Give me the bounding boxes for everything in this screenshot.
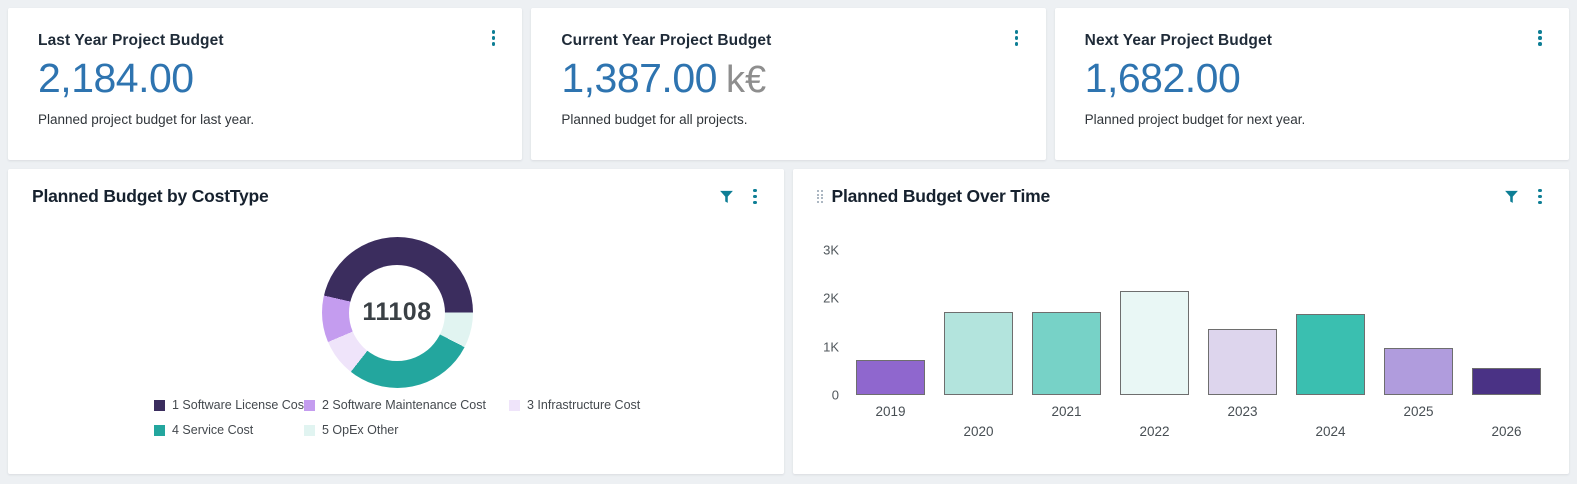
bar-2025[interactable]: [1384, 348, 1453, 395]
kpi-title: Last Year Project Budget: [38, 32, 224, 49]
x-axis-label: 2020: [963, 424, 994, 439]
legend-item[interactable]: 4 Service Cost: [154, 423, 304, 437]
kpi-description: Planned project budget for last year.: [38, 112, 255, 127]
y-axis: 3K 2K 1K 0: [817, 243, 839, 403]
kebab-menu-icon[interactable]: [1533, 187, 1547, 207]
x-axis-label: 2021: [1051, 404, 1082, 419]
kpi-card-current-year-budget: Current Year Project Budget 1,387.00 k€ P…: [531, 8, 1046, 160]
legend-item[interactable]: 3 Infrastructure Cost: [509, 398, 762, 412]
donut-chart-card: Planned Budget by CostType 11108 1 Softw…: [8, 169, 784, 474]
y-axis-label: 1K: [823, 339, 839, 355]
x-axis-label: 2019: [875, 404, 906, 419]
kpi-value: 1,387.00: [561, 55, 717, 101]
kpi-description: Planned project budget for next year.: [1084, 112, 1306, 127]
x-axis-label: 2025: [1403, 404, 1434, 419]
bar-2019[interactable]: [856, 360, 925, 395]
bar-2024[interactable]: [1296, 314, 1365, 395]
kpi-row: Last Year Project Budget 2,184.00 Planne…: [8, 8, 1569, 160]
y-axis-label: 2K: [823, 290, 839, 306]
x-axis: 2019 2020 2021 2022 2023 2024 2025 2026: [856, 395, 1547, 447]
kebab-menu-icon[interactable]: [486, 28, 500, 48]
bar-chart: 3K 2K 1K 0 2019 2020 2021 2022 2023 2024 2025 2026: [817, 243, 1547, 447]
kpi-title: Next Year Project Budget: [1084, 32, 1272, 49]
bar-2020[interactable]: [944, 312, 1013, 395]
legend-swatch-icon: [154, 424, 165, 436]
bar-plot: [856, 250, 1547, 395]
legend-swatch-icon: [304, 399, 315, 411]
kpi-card-next-year-budget: Next Year Project Budget 1,682.00 Planne…: [1054, 8, 1569, 160]
legend-swatch-icon: [509, 399, 520, 411]
kpi-value: 2,184.00: [38, 55, 194, 101]
legend-label: 1 Software License Cost: [172, 398, 308, 412]
kebab-menu-icon[interactable]: [748, 187, 762, 207]
y-axis-label: 0: [831, 387, 839, 403]
y-axis-label: 3K: [823, 242, 839, 258]
donut-hole: 11108: [349, 264, 445, 361]
kpi-description: Planned budget for all projects.: [561, 112, 748, 127]
chart-title: Planned Budget Over Time: [831, 186, 1051, 206]
x-axis-label: 2024: [1315, 424, 1346, 439]
charts-row: Planned Budget by CostType 11108 1 Softw…: [8, 169, 1569, 474]
bar-chart-card: Planned Budget Over Time 3K 2K 1K 0 2019 202…: [793, 169, 1569, 474]
legend-swatch-icon: [304, 424, 315, 436]
legend-item[interactable]: 1 Software License Cost: [154, 398, 308, 412]
filter-icon[interactable]: [1503, 188, 1520, 205]
donut-chart[interactable]: 11108: [321, 237, 473, 388]
bar-2021[interactable]: [1032, 312, 1101, 395]
legend-label: 5 OpEx Other: [322, 423, 399, 437]
x-axis-label: 2023: [1227, 404, 1258, 419]
legend-label: 4 Service Cost: [172, 423, 254, 437]
legend-item[interactable]: 5 OpEx Other: [304, 423, 509, 437]
legend-swatch-icon: [154, 399, 165, 411]
donut-legend: 1 Software License Cost 2 Software Mainte…: [154, 398, 762, 437]
kpi-title: Current Year Project Budget: [561, 32, 772, 49]
x-axis-label: 2022: [1139, 424, 1170, 439]
bar-2026[interactable]: [1472, 368, 1541, 395]
kpi-value: 1,682.00: [1084, 55, 1241, 101]
chart-title: Planned Budget by CostType: [32, 186, 269, 206]
bar-2023[interactable]: [1208, 329, 1277, 395]
drag-handle-icon[interactable]: [817, 190, 823, 203]
legend-label: 2 Software Maintenance Cost: [322, 398, 486, 412]
filter-icon[interactable]: [718, 188, 735, 205]
legend-item[interactable]: 2 Software Maintenance Cost: [304, 398, 509, 412]
kpi-card-last-year-budget: Last Year Project Budget 2,184.00 Planne…: [8, 8, 523, 160]
kpi-unit: k€: [725, 59, 767, 101]
legend-label: 3 Infrastructure Cost: [527, 398, 641, 412]
donut-total-value: 11108: [362, 298, 432, 326]
kebab-menu-icon[interactable]: [1010, 28, 1024, 48]
bar-2022[interactable]: [1120, 291, 1189, 395]
kebab-menu-icon[interactable]: [1533, 28, 1547, 48]
x-axis-label: 2026: [1491, 424, 1522, 439]
